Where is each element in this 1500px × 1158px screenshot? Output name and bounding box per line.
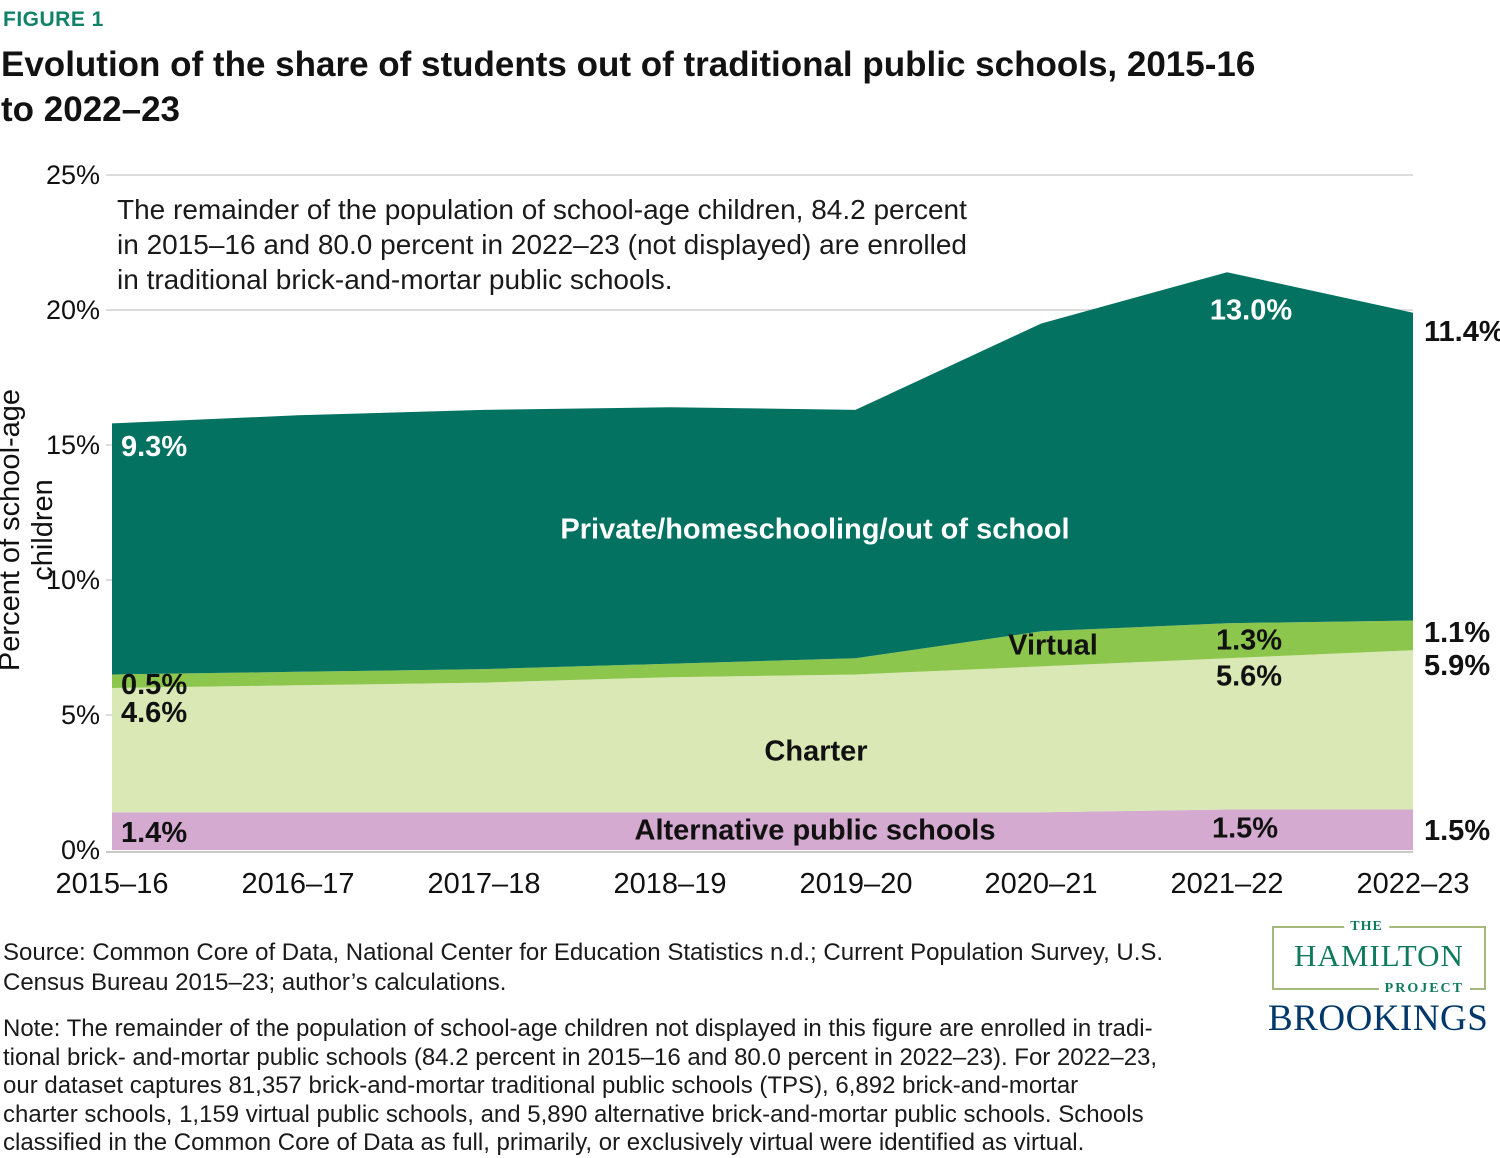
- source-line-2: Census Bureau 2015–23; author’s calculat…: [3, 969, 507, 996]
- x-tick-2018-19: 2018–19: [613, 868, 727, 900]
- y-tick-10: 10%: [45, 565, 100, 595]
- area-label-private: Private/homeschooling/out of school: [560, 513, 1070, 546]
- y-axis-title: Percent of school-age children: [0, 388, 59, 672]
- chart-title-line-2: to 2022–23: [1, 90, 181, 129]
- y-tick-15: 15%: [45, 430, 100, 460]
- gridline-25: [106, 174, 1413, 176]
- y-tick-5: 5%: [60, 700, 100, 730]
- hamilton-logo-name: HAMILTON: [1294, 938, 1464, 973]
- hamilton-logo-the: THE: [1344, 919, 1389, 935]
- value-label-private-2021: 13.0%: [1209, 294, 1293, 327]
- chart-title-line-1: Evolution of the share of students out o…: [1, 45, 1256, 84]
- source-text: Source: Common Core of Data, National Ce…: [3, 938, 1163, 998]
- note-line-4: charter schools, 1,159 virtual public sc…: [3, 1100, 1144, 1128]
- x-tick-2016-17: 2016–17: [241, 868, 355, 900]
- area-label-alternative: Alternative public schools: [634, 814, 996, 847]
- annotation-line-1: The remainder of the population of schoo…: [117, 194, 967, 225]
- area-label-virtual: Virtual: [1008, 629, 1098, 662]
- value-label-virtual-2015: 0.5%: [121, 669, 188, 701]
- x-tick-2020-21: 2020–21: [984, 868, 1098, 900]
- stacked-area-chart: [112, 272, 1413, 850]
- y-tick-0: 0%: [60, 835, 100, 865]
- area-private-homeschooling-out-of-school: [112, 272, 1413, 675]
- note-line-2: tional brick- and-mortar public schools …: [3, 1043, 1158, 1071]
- note-line-5: classified in the Common Core of Data as…: [3, 1129, 1085, 1156]
- gridline-20: [106, 309, 1413, 311]
- figure-label: FIGURE 1: [3, 8, 104, 31]
- value-label-charter-2022: 5.9%: [1424, 650, 1491, 682]
- annotation: The remainder of the population of schoo…: [117, 192, 967, 297]
- note-line-1: Note: The remainder of the population of…: [3, 1015, 1153, 1042]
- hamilton-logo-project: PROJECT: [1378, 981, 1470, 997]
- value-label-virtual-2021: 1.3%: [1215, 624, 1283, 657]
- x-tick-2022-23: 2022–23: [1356, 868, 1470, 900]
- value-label-private-2015: 9.3%: [121, 431, 188, 463]
- source-line-1: Source: Common Core of Data, National Ce…: [3, 939, 1164, 966]
- area-alternative-public-schools: [112, 809, 1413, 850]
- x-tick-2019-20: 2019–20: [799, 868, 913, 900]
- annotation-line-2: in 2015–16 and 80.0 percent in 2022–23 (…: [117, 229, 967, 260]
- value-label-charter-2015: 4.6%: [121, 697, 188, 729]
- area-charter: [112, 650, 1413, 813]
- value-label-alternative-2021: 1.5%: [1211, 812, 1279, 845]
- value-label-private-2022: 11.4%: [1424, 316, 1500, 348]
- x-axis-line: [106, 851, 1413, 853]
- area-virtual: [112, 620, 1413, 688]
- value-label-alternative-2015: 1.4%: [121, 817, 188, 849]
- annotation-line-3: in traditional brick-and-mortar public s…: [117, 264, 673, 295]
- y-tick-25: 25%: [45, 160, 100, 190]
- note-text: Note: The remainder of the population of…: [3, 1015, 1157, 1158]
- chart-title: Evolution of the share of students out o…: [1, 42, 1481, 132]
- x-tick-2015-16: 2015–16: [55, 868, 169, 900]
- x-tick-2021-22: 2021–22: [1170, 868, 1284, 900]
- value-label-charter-2021: 5.6%: [1215, 660, 1283, 693]
- brookings-logo: BROOKINGS: [1268, 998, 1489, 1039]
- x-tick-2017-18: 2017–18: [427, 868, 541, 900]
- value-label-virtual-2022: 1.1%: [1424, 617, 1491, 649]
- note-line-3: our dataset captures 81,357 brick-and-mo…: [3, 1072, 1079, 1099]
- value-label-alternative-2022: 1.5%: [1424, 815, 1491, 847]
- hamilton-project-logo: THE HAMILTON PROJECT: [1272, 919, 1486, 997]
- area-label-charter: Charter: [764, 735, 868, 768]
- y-tick-20: 20%: [45, 295, 100, 325]
